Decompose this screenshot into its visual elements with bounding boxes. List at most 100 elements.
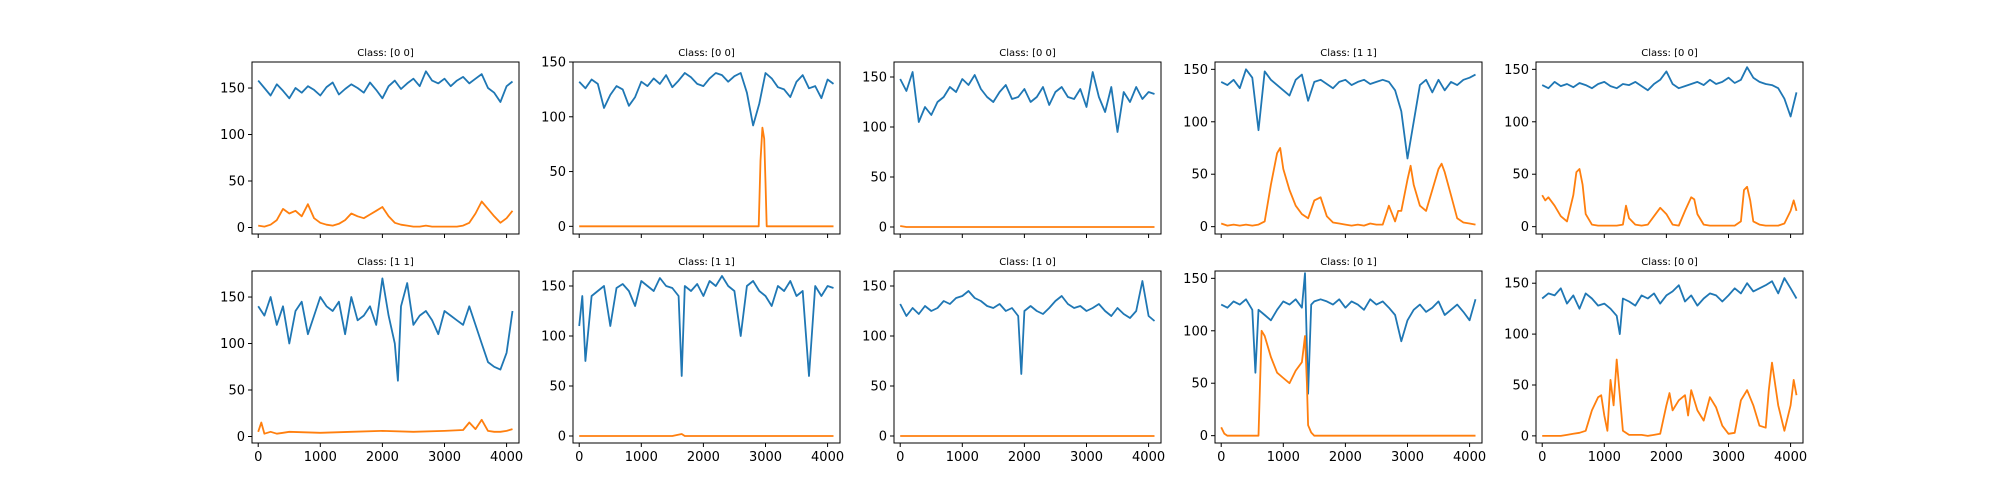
x-tick-label: 2000 [1650, 450, 1683, 465]
series-line-1 [899, 71, 1155, 133]
x-tick-label: 4000 [811, 450, 844, 465]
axes-frame [893, 61, 1162, 235]
subplot-7: Class: [1 1] 0 50 100 150 0 1000 2000 3000 4000 [541, 257, 844, 465]
y-tick-label: 100 [1183, 324, 1208, 339]
y-tick-label: 0 [558, 430, 566, 445]
subplot-5: Class: [0 0] 0 50 100 150 [1504, 48, 1804, 238]
series-group [257, 277, 514, 435]
y-tick-label: 50 [549, 165, 566, 180]
series-group [578, 275, 834, 437]
series-line-2 [1220, 147, 1476, 227]
axes-frame [251, 270, 520, 444]
series-group [1220, 68, 1476, 227]
series-group [1541, 66, 1798, 227]
y-tick-label: 50 [870, 171, 887, 186]
subplot-title: Class: [0 0] [1641, 48, 1698, 59]
series-line-1 [1541, 66, 1798, 118]
x-tick-label: 0 [575, 450, 583, 465]
series-line-2 [1220, 329, 1476, 437]
y-tick-label: 150 [220, 291, 245, 306]
subplot-title: Class: [1 0] [999, 257, 1056, 268]
subplot-title: Class: [1 1] [1320, 48, 1377, 59]
series-group [899, 71, 1155, 228]
x-tick-label: 3000 [1070, 450, 1103, 465]
y-tick-label: 50 [870, 380, 887, 395]
y-tick-label: 150 [1504, 63, 1529, 78]
subplot-title: Class: [1 1] [678, 257, 735, 268]
x-tick-label: 1000 [625, 450, 658, 465]
y-tick-label: 0 [879, 221, 887, 236]
x-tick-label: 1000 [1267, 450, 1300, 465]
x-tick-label: 3000 [749, 450, 782, 465]
subplot-1: Class: [0 0] 0 50 100 150 [220, 48, 520, 238]
y-tick-label: 0 [1521, 429, 1529, 444]
y-tick-label: 0 [237, 221, 245, 236]
y-tick-label: 50 [1191, 168, 1208, 183]
series-line-1 [899, 280, 1156, 375]
series-group [899, 280, 1156, 437]
axes-frame [1214, 61, 1483, 235]
series-group [257, 70, 514, 228]
subplot-4: Class: [1 1] 0 50 100 150 [1183, 48, 1483, 238]
x-tick-label: 1000 [946, 450, 979, 465]
y-tick-label: 150 [1504, 277, 1529, 292]
axes-frame [893, 270, 1162, 444]
x-tick-label: 0 [1538, 450, 1546, 465]
subplot-8: Class: [1 0] 0 50 100 150 0 1000 2000 3000 4000 [862, 257, 1165, 465]
y-tick-label: 50 [228, 384, 245, 399]
series-line-1 [1541, 277, 1798, 336]
y-tick-label: 100 [1183, 115, 1208, 130]
series-group [1541, 277, 1798, 437]
series-line-2 [579, 126, 834, 228]
y-tick-label: 0 [1200, 220, 1208, 235]
x-tick-label: 4000 [1132, 450, 1165, 465]
x-tick-label: 2000 [1008, 450, 1041, 465]
x-tick-label: 3000 [428, 450, 461, 465]
y-tick-label: 150 [541, 56, 566, 71]
y-tick-label: 0 [1200, 429, 1208, 444]
axes-frame [251, 61, 520, 235]
series-line-1 [1220, 68, 1476, 160]
y-tick-label: 100 [220, 337, 245, 352]
y-tick-label: 150 [1183, 63, 1208, 78]
series-line-1 [1220, 272, 1477, 395]
series-line-1 [578, 275, 834, 377]
y-tick-label: 150 [220, 82, 245, 97]
series-line-1 [578, 72, 835, 127]
series-line-1 [257, 70, 514, 103]
series-line-2 [257, 418, 513, 435]
axes-frame [1535, 270, 1804, 444]
y-tick-label: 150 [862, 280, 887, 295]
y-tick-label: 0 [879, 430, 887, 445]
subplot-title: Class: [0 0] [678, 48, 735, 59]
series-group [1220, 272, 1477, 437]
y-tick-label: 50 [549, 380, 566, 395]
x-tick-label: 0 [254, 450, 262, 465]
x-tick-label: 4000 [1453, 450, 1486, 465]
axes-frame [572, 61, 841, 235]
series-line-2 [1541, 168, 1798, 227]
y-tick-label: 100 [862, 330, 887, 345]
series-line-2 [258, 200, 514, 228]
subplot-title: Class: [0 0] [1641, 257, 1698, 268]
y-tick-label: 0 [237, 430, 245, 445]
y-tick-label: 0 [1521, 220, 1529, 235]
series-line-2 [1542, 358, 1798, 437]
y-tick-label: 100 [1504, 328, 1529, 343]
series-line-1 [257, 277, 514, 382]
x-tick-label: 3000 [1391, 450, 1424, 465]
series-line-2 [579, 433, 834, 437]
subplot-title: Class: [0 0] [357, 48, 414, 59]
y-tick-label: 50 [1191, 377, 1208, 392]
y-tick-label: 0 [558, 220, 566, 235]
y-tick-label: 50 [228, 175, 245, 190]
series-line-2 [900, 225, 1155, 228]
y-tick-label: 100 [1504, 115, 1529, 130]
subplot-3: Class: [0 0] 0 50 100 150 [862, 48, 1162, 238]
subplot-6: Class: [1 1] 0 50 100 150 0 1000 2000 3000 4000 [220, 257, 523, 465]
subplot-2: Class: [0 0] 0 50 100 150 [541, 48, 841, 238]
x-tick-label: 2000 [687, 450, 720, 465]
y-tick-label: 100 [541, 110, 566, 125]
x-tick-label: 2000 [1329, 450, 1362, 465]
